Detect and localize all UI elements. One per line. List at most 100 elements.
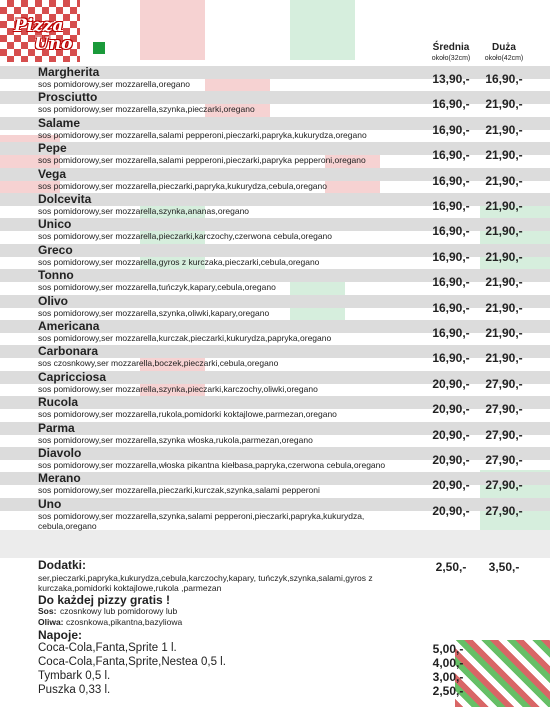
- column-label: Duża: [492, 42, 516, 53]
- drink-price: 2,50,-: [432, 684, 464, 698]
- extras-price-medium: 2,50,-: [435, 560, 467, 574]
- row-band: [0, 497, 550, 511]
- row-band: [0, 193, 550, 206]
- pizza-ingredients: sos pomidorowy,ser mozzarella,szynka,pie…: [38, 383, 318, 394]
- price-medium: 20,90,-: [432, 427, 470, 442]
- oil-label: Oliwa:: [38, 617, 64, 627]
- pizza-name: Capricciosa: [38, 369, 107, 384]
- price-medium: 20,90,-: [432, 453, 470, 467]
- price-medium: 16,90,-: [432, 122, 470, 137]
- extras-items: ser,pieczarki,papryka,kukurydza,cebula,k…: [38, 573, 373, 593]
- price-medium: 16,90,-: [432, 249, 470, 264]
- decor: [290, 0, 355, 60]
- price-medium: 13,90,-: [432, 72, 470, 86]
- drink-price: 5,00,-: [432, 642, 464, 656]
- price-large: 21,90,-: [485, 275, 523, 290]
- row-band: [0, 396, 550, 410]
- price-large: 21,90,-: [485, 224, 523, 239]
- row-band: [0, 116, 550, 130]
- sauce-label: Sos:: [38, 606, 57, 616]
- sauce: czosnkowy lub pomidorowy lub: [60, 606, 178, 616]
- price-medium: 16,90,-: [432, 97, 470, 112]
- extras-title: Dodatki:: [38, 558, 86, 572]
- pizza-ingredients: sos pomidorowy,ser mozzarella,rukola,pom…: [38, 409, 337, 420]
- pizza-name: Tonno: [38, 268, 74, 283]
- drink-name: Puszka 0,33 l.: [38, 684, 111, 696]
- pizza-ingredients: sos pomidorowy,ser mozzarella,pieczarki,…: [38, 485, 320, 496]
- column-size: około(32cm): [431, 55, 471, 62]
- decor: [455, 640, 550, 707]
- price-large: 21,90,-: [485, 351, 523, 366]
- pizza-name: Parma: [38, 420, 75, 435]
- pizza-name: Carbonara: [38, 344, 99, 359]
- row-band: [0, 167, 550, 181]
- price-large: 27,90,-: [485, 503, 523, 518]
- price-large: 27,90,-: [485, 453, 523, 467]
- price-medium: 16,90,-: [432, 148, 470, 163]
- price-large: 21,90,-: [485, 148, 523, 163]
- row-band: [0, 294, 550, 308]
- decor: [0, 530, 550, 558]
- drink-name: Coca-Cola,Fanta,Sprite,Nestea 0,5 l.: [38, 656, 226, 668]
- price-medium: 16,90,-: [432, 326, 470, 340]
- price-large: 21,90,-: [485, 173, 523, 188]
- drink-price: 3,00,-: [432, 670, 464, 684]
- pizza-name: Dolcevita: [38, 192, 92, 206]
- decor: [140, 200, 205, 270]
- logo-line1: Pizza: [14, 16, 64, 36]
- pizza-ingredients: sos pomidorowy,ser mozzarella,pieczarki,…: [38, 231, 333, 242]
- decor: [480, 200, 550, 270]
- row-band: [0, 370, 550, 384]
- price-medium: 16,90,-: [432, 351, 470, 366]
- pizza-ingredients: sos pomidorowy,ser mozzarella,gyros z ku…: [38, 256, 320, 267]
- pizza-name: Vega: [38, 166, 67, 181]
- row-band: [0, 320, 550, 333]
- pizza-ingredients: sos pomidorowy,ser mozzarella,pieczarki,…: [38, 180, 327, 191]
- pizza-ingredients: sos pomidorowy,ser mozzarella,szynka wło…: [38, 434, 313, 445]
- row-band: [0, 91, 550, 105]
- logo-bg: [0, 0, 80, 62]
- pizza-name: Salame: [38, 115, 81, 130]
- drinks-title: Napoje:: [38, 628, 83, 642]
- price-medium: 20,90,-: [432, 376, 470, 391]
- pizza-ingredients: sos pomidorowy,ser mozzarella,salami pep…: [38, 129, 367, 140]
- row-band: [0, 218, 550, 232]
- pizza-name: Prosciutto: [38, 90, 98, 105]
- price-medium: 16,90,-: [432, 300, 470, 315]
- price-large: 21,90,-: [485, 122, 523, 137]
- price-large: 21,90,-: [485, 249, 523, 264]
- pizza-ingredients: sos czosnkowy,ser mozzarella,boczek,piec…: [38, 358, 279, 369]
- price-medium: 16,90,-: [432, 173, 470, 188]
- price-medium: 20,90,-: [432, 503, 470, 518]
- column-label: Średnia: [432, 42, 470, 53]
- column-size: około(42cm): [484, 55, 524, 62]
- pizza-ingredients: sos pomidorowy,ser mozzarella,szynka,ana…: [38, 206, 250, 216]
- price-large: 27,90,-: [485, 478, 523, 493]
- pizza-ingredients: sos pomidorowy,ser mozzarella,szynka,oli…: [38, 307, 270, 318]
- price-large: 21,90,-: [485, 199, 523, 213]
- drink-name: Coca-Cola,Fanta,Sprite 1 l.: [38, 642, 177, 654]
- row-band: [0, 345, 550, 359]
- pizza-ingredients: sos pomidorowy,ser mozzarella,włoska pik…: [38, 460, 386, 470]
- price-medium: 16,90,-: [432, 199, 470, 213]
- price-large: 16,90,-: [485, 72, 523, 86]
- price-medium: 20,90,-: [432, 478, 470, 493]
- row-band: [0, 142, 550, 156]
- row-band: [0, 66, 550, 79]
- pizza-ingredients: sos pomidorowy,ser mozzarella,oregano: [38, 79, 190, 89]
- price-medium: 20,90,-: [432, 402, 470, 417]
- free-title: Do każdej pizzy gratis !: [38, 593, 171, 607]
- price-large: 21,90,-: [485, 300, 523, 315]
- price-medium: 16,90,-: [432, 275, 470, 290]
- price-medium: 16,90,-: [432, 224, 470, 239]
- pizza-ingredients: sos pomidorowy,ser mozzarella,szynka,pie…: [38, 104, 255, 115]
- pizza-name: Margherita: [38, 65, 100, 79]
- price-large: 21,90,-: [485, 326, 523, 340]
- oil: czosnkowa,pikantna,bazyliowa: [66, 617, 183, 627]
- decor: [140, 0, 205, 60]
- row-band: [0, 421, 550, 435]
- row-band: [0, 243, 550, 257]
- pizza-name: Olivo: [38, 293, 69, 308]
- drink-price: 4,00,-: [432, 656, 464, 670]
